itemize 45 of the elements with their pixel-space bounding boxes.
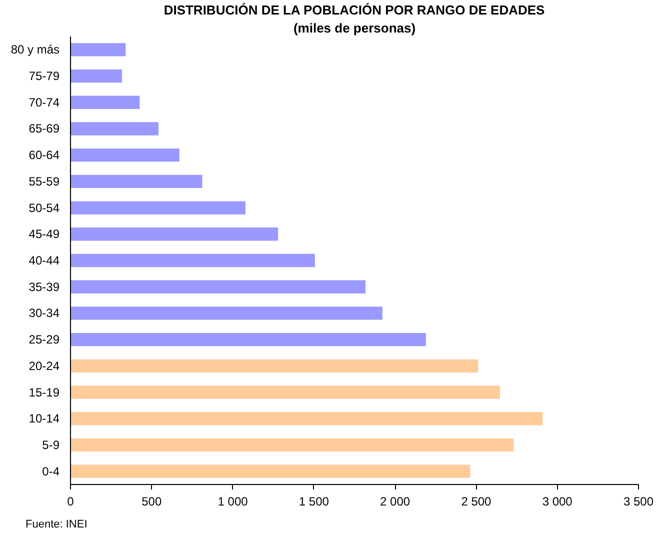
x-tick-label: 3 000	[542, 494, 573, 508]
x-tick-label: 0	[67, 494, 74, 508]
bar	[70, 228, 278, 241]
x-tick-label: 2 000	[380, 494, 410, 508]
chart-subtitle: (miles de personas)	[293, 20, 416, 36]
y-tick-label: 10-14	[28, 412, 60, 426]
x-tick-label: 500	[142, 494, 162, 508]
bar	[70, 359, 478, 372]
y-tick-label: 25-29	[28, 332, 60, 347]
y-tick-label: 80 y más	[10, 42, 60, 57]
bar	[70, 43, 126, 56]
bar	[70, 412, 543, 426]
y-tick-label: 35-39	[28, 280, 60, 294]
y-tick-label: 65-69	[28, 122, 60, 136]
bar	[70, 438, 514, 452]
source-note: Fuente: INEI	[26, 518, 88, 530]
y-tick-label: 60-64	[28, 148, 60, 162]
y-tick-label: 20-24	[28, 358, 60, 373]
bar	[70, 96, 140, 109]
bar	[70, 201, 246, 214]
bar	[70, 386, 500, 399]
y-tick-label: 5-9	[42, 438, 60, 452]
y-tick-label: 50-54	[28, 200, 60, 215]
bar	[70, 254, 315, 268]
bar	[70, 332, 426, 346]
y-tick-label: 75-79	[28, 69, 60, 84]
y-tick-label: 70-74	[28, 95, 60, 110]
x-tick-label: 1 500	[298, 494, 330, 508]
y-tick-label: 15-19	[28, 385, 60, 400]
bar	[70, 280, 366, 294]
x-tick-label: 3 500	[623, 494, 654, 508]
y-tick-label: 45-49	[28, 227, 60, 242]
bar	[70, 464, 470, 478]
bar	[70, 148, 180, 162]
y-tick-label: 30-34	[28, 306, 60, 320]
y-tick-label: 40-44	[28, 254, 60, 268]
y-tick-label: 0-4	[42, 464, 60, 478]
x-tick-label: 1 000	[218, 494, 248, 508]
bar	[70, 122, 158, 136]
bar	[70, 69, 122, 83]
bar	[70, 174, 202, 188]
y-tick-label: 55-59	[28, 174, 60, 188]
chart-title: DISTRIBUCIÓN DE LA POBLACIÓN POR RANGO DE EDADES	[164, 2, 546, 18]
bar	[70, 306, 382, 320]
x-tick-label: 2 500	[461, 494, 492, 508]
